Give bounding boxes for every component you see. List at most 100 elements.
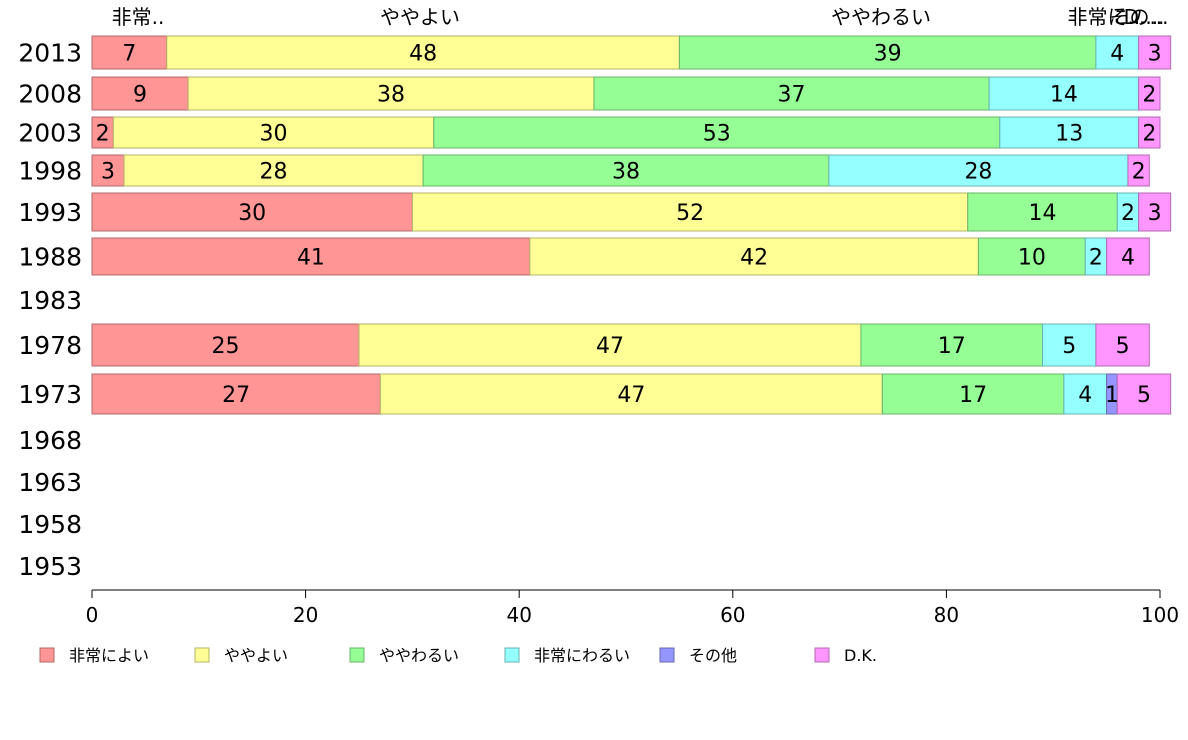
bar-segment: [187, 76, 595, 111]
bar-value-label: 2: [1142, 122, 1156, 147]
bar-value-label: 4: [1110, 42, 1124, 67]
bars-group: 7 48 39 4 39 38 37 14 22 30 53 13 23 28 38 28 230 52 14 2 34…: [91, 35, 1172, 415]
y-tick-label: 2008: [18, 80, 82, 109]
x-tick-label: 40: [506, 603, 531, 627]
x-axis: 0 20 40 60 80 100: [86, 589, 1179, 627]
bar-segment: [529, 237, 979, 276]
bar-value-label: 27: [222, 383, 250, 408]
bar-value-label: 14: [1050, 83, 1078, 108]
legend-swatch: [39, 647, 55, 663]
bar-segment: [988, 76, 1140, 111]
bar-segment: [433, 116, 1001, 149]
bar-segment: [1063, 373, 1108, 415]
bar-value-label: 10: [1018, 246, 1046, 271]
legend-swatch: [194, 647, 210, 663]
legend-label: 非常にわるい: [534, 646, 630, 665]
bar-segment: [1042, 323, 1097, 367]
bar-segment: [379, 373, 883, 415]
bar-value-label: 30: [260, 122, 288, 147]
bar-segment: [91, 76, 189, 111]
bar-value-label: 53: [703, 122, 731, 147]
bar-segment: [860, 323, 1044, 367]
y-tick-label: 2013: [18, 39, 82, 68]
top-label: ややわるい: [831, 5, 931, 29]
bar-segment: [1138, 76, 1161, 111]
legend-swatch: [349, 647, 365, 663]
bar-value-label: 5: [1116, 334, 1130, 359]
bar-segment: [1106, 237, 1150, 276]
bar-value-label: 47: [617, 383, 645, 408]
y-tick-label: 1998: [18, 157, 82, 186]
bar-segment: [411, 192, 969, 232]
bar-value-label: 3: [101, 160, 115, 185]
bar-value-label: 25: [212, 334, 240, 359]
y-tick-label: 1978: [18, 331, 82, 360]
bar-value-label: 4: [1078, 383, 1092, 408]
legend-swatch: [814, 647, 830, 663]
bar-segment: [1116, 373, 1172, 415]
legend-swatch: [659, 647, 675, 663]
bar-value-label: 38: [612, 160, 640, 185]
bar-value-label: 39: [874, 42, 902, 67]
bar-value-label: 2: [96, 122, 110, 147]
bar-value-label: 1: [1105, 383, 1119, 408]
bar-segment: [977, 237, 1086, 276]
bar-segment: [91, 373, 381, 415]
bar-segment: [1095, 35, 1140, 70]
legend-label: D.K.: [844, 646, 877, 665]
top-series-labels: 非常.. ややよい ややわるい 非常に...その...D....: [112, 5, 1169, 29]
x-tick-label: 0: [86, 603, 99, 627]
bar-value-label: 7: [122, 42, 136, 67]
bar-value-label: 41: [297, 246, 325, 271]
legend-swatch: [504, 647, 520, 663]
bar-value-label: 2: [1132, 160, 1146, 185]
bar-value-label: 5: [1062, 334, 1076, 359]
bar-value-label: 42: [740, 246, 768, 271]
bar-segment: [1095, 323, 1150, 367]
bar-value-label: 28: [260, 160, 288, 185]
bar-segment: [1138, 35, 1172, 70]
bar-segment: [91, 35, 168, 70]
y-tick-label: 2003: [18, 119, 82, 148]
bar-segment: [967, 192, 1118, 232]
bar-value-label: 2: [1142, 83, 1156, 108]
bar-segment: [422, 154, 830, 187]
bar-segment: [593, 76, 990, 111]
legend-label: 非常によい: [69, 646, 149, 665]
bar-segment: [999, 116, 1140, 149]
y-tick-label: 1953: [18, 552, 82, 581]
top-label: D....: [1124, 5, 1165, 29]
top-label: 非常..: [112, 5, 165, 29]
y-tick-label: 1958: [18, 510, 82, 539]
bar-value-label: 48: [409, 42, 437, 67]
bar-value-label: 9: [133, 83, 147, 108]
y-tick-label: 1983: [18, 286, 82, 315]
bar-segment: [1138, 192, 1172, 232]
bar-value-label: 2: [1089, 246, 1103, 271]
y-tick-label: 1988: [18, 243, 82, 272]
bar-value-label: 17: [938, 334, 966, 359]
bar-value-label: 52: [676, 201, 704, 226]
bar-value-label: 37: [778, 83, 806, 108]
y-axis-labels: 2013 2008 2003 1998 1993 1988 1983 1978 1973 1968…: [18, 39, 82, 582]
bar-value-label: 17: [959, 383, 987, 408]
bar-value-label: 30: [238, 201, 266, 226]
bar-segment: [1127, 154, 1150, 187]
bar-segment: [91, 154, 125, 187]
top-label: その...: [1109, 5, 1168, 29]
bar-segment: [358, 323, 862, 367]
top-label: ややよい: [380, 5, 460, 29]
bar-value-label: 3: [1148, 42, 1162, 67]
bar-value-label: 28: [964, 160, 992, 185]
bar-segment: [91, 192, 413, 232]
bar-value-label: 47: [596, 334, 624, 359]
bar-segment: [91, 237, 531, 276]
bar-value-label: 5: [1137, 383, 1151, 408]
bar-segment: [1138, 116, 1161, 149]
y-tick-label: 1963: [18, 468, 82, 497]
x-tick-label: 80: [934, 603, 959, 627]
bar-value-label: 13: [1055, 122, 1083, 147]
y-tick-label: 1993: [18, 198, 82, 227]
